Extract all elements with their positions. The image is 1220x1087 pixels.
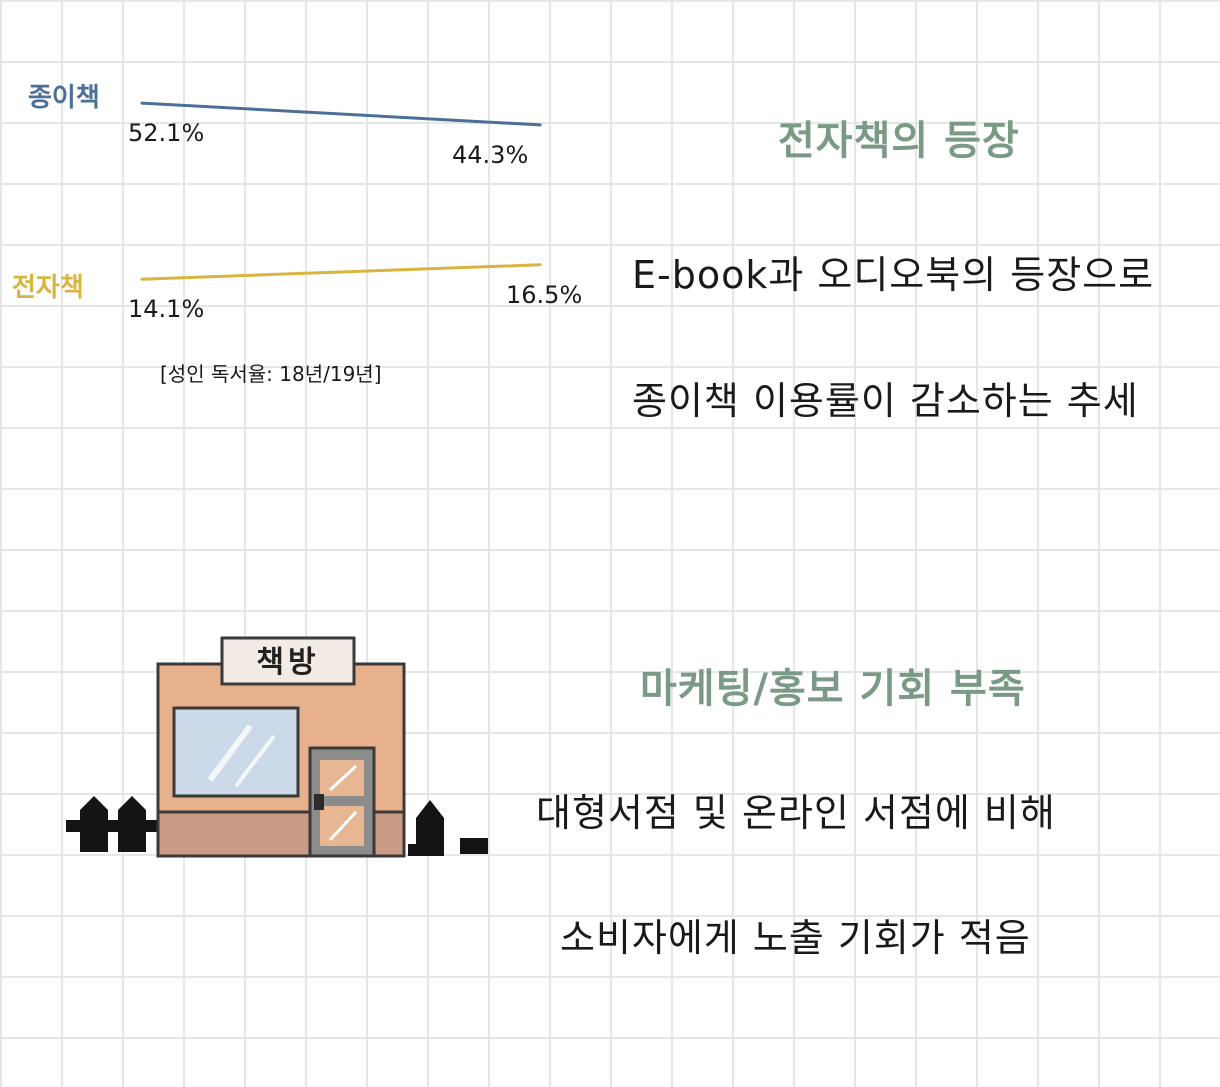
store-sign: [220, 636, 356, 686]
series-line-ebook: [140, 263, 542, 281]
data-label: 52.1%: [128, 119, 204, 147]
section-heading-marketing: 마케팅/홍보 기회 부족: [640, 666, 1026, 712]
reading-rate-chart: 종이책 전자책 52.1% 44.3% 14.1% 16.5% [성인 독서율:…: [12, 83, 582, 386]
bookstore-illustration: 책방: [66, 636, 488, 858]
series-label-paper-book: 종이책: [28, 83, 100, 113]
section-text-line: 소비자에게 노출 기회가 적음: [560, 916, 1031, 960]
section-text-line: 종이책 이용률이 감소하는 추세: [632, 379, 1139, 423]
data-label: 44.3%: [452, 141, 528, 169]
section-heading-ebook: 전자책의 등장: [778, 118, 1020, 164]
store-sign-text: 책방: [256, 645, 319, 680]
series-label-ebook: 전자책: [12, 273, 84, 303]
door-handle: [314, 794, 324, 810]
data-label: 14.1%: [128, 295, 204, 323]
fence-right-icon: [408, 800, 488, 856]
data-label: 16.5%: [506, 281, 582, 309]
series-line-paper-book: [140, 101, 542, 127]
store-window: [172, 706, 300, 798]
chart-note: [성인 독서율: 18년/19년]: [160, 362, 382, 386]
section-text-line: 대형서점 및 온라인 서점에 비해: [536, 791, 1056, 835]
fence-left-icon: [66, 796, 158, 852]
section-text-line: E-book과 오디오북의 등장으로: [632, 253, 1155, 297]
